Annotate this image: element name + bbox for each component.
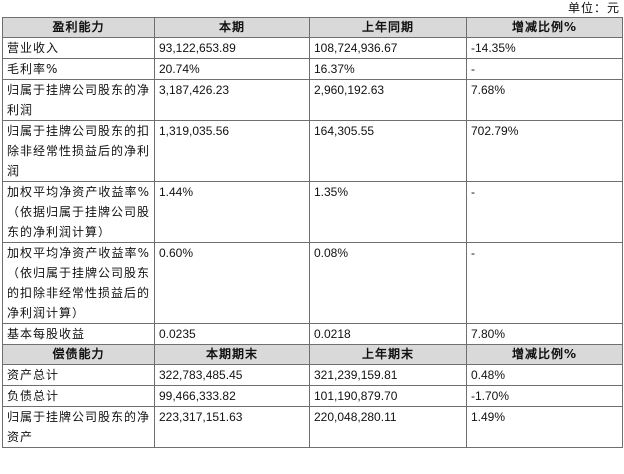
previous-value: 0.0218 [309,323,467,345]
table-row: 营业收入 93,122,653.89 108,724,936.67 -14.35… [2,37,623,59]
profit-header-row: 盈利能力 本期 上年同期 增减比例% [2,17,623,38]
change-value: 7.68% [466,79,623,121]
financial-summary-table: 盈利能力 本期 上年同期 增减比例% 营业收入 93,122,653.89 10… [2,17,623,448]
change-value: - [466,181,623,243]
current-value: 3,187,426.23 [154,79,310,121]
change-value: - [466,242,623,324]
row-label: 基本每股收益 [2,323,155,345]
table-row: 资产总计 322,783,485.45 321,239,159.81 0.48% [2,364,623,386]
row-label: 负债总计 [2,385,155,407]
table-row: 加权平均净资产收益率%（依据归属于挂牌公司股东的净利润计算） 1.44% 1.3… [2,181,623,243]
header-current-period: 本期 [154,17,310,38]
header-profit-ability: 盈利能力 [2,17,155,38]
current-value: 99,466,333.82 [154,385,310,407]
previous-value: 0.08% [309,242,467,324]
current-value: 223,317,151.63 [154,406,310,448]
header-change-ratio: 增减比例% [466,17,623,38]
previous-value: 108,724,936.67 [309,37,467,59]
row-label: 毛利率% [2,58,155,80]
header-previous-year-end: 上年期末 [309,344,467,365]
previous-value: 220,048,280.11 [309,406,467,448]
previous-value: 101,190,879.70 [309,385,467,407]
current-value: 1.44% [154,181,310,243]
previous-value: 321,239,159.81 [309,364,467,386]
row-label: 归属于挂牌公司股东的扣除非经常性损益后的净利润 [2,120,155,182]
change-value: - [466,58,623,80]
header-solvency-ability: 偿债能力 [2,344,155,365]
header-previous-period: 上年同期 [309,17,467,38]
change-value: -14.35% [466,37,623,59]
table-row: 负债总计 99,466,333.82 101,190,879.70 -1.70% [2,385,623,407]
table-row: 归属于挂牌公司股东的净利润 3,187,426.23 2,960,192.63 … [2,79,623,121]
previous-value: 164,305.55 [309,120,467,182]
table-row: 归属于挂牌公司股东的净资产 223,317,151.63 220,048,280… [2,406,623,448]
row-label: 加权平均净资产收益率%（依据归属于挂牌公司股东的净利润计算） [2,181,155,243]
header-current-period-end: 本期期末 [154,344,310,365]
row-label: 营业收入 [2,37,155,59]
current-value: 93,122,653.89 [154,37,310,59]
unit-label: 单位：元 [567,1,620,15]
row-label: 资产总计 [2,364,155,386]
current-value: 1,319,035.56 [154,120,310,182]
previous-value: 2,960,192.63 [309,79,467,121]
row-label: 加权平均净资产收益率%（依归属于挂牌公司股东的扣除非经常性损益后的净利润计算） [2,242,155,324]
change-value: 0.48% [466,364,623,386]
header-change-ratio: 增减比例% [466,344,623,365]
current-value: 0.60% [154,242,310,324]
row-label: 归属于挂牌公司股东的净资产 [2,406,155,448]
change-value: 1.49% [466,406,623,448]
current-value: 20.74% [154,58,310,80]
current-value: 322,783,485.45 [154,364,310,386]
current-value: 0.0235 [154,323,310,345]
change-value: -1.70% [466,385,623,407]
previous-value: 1.35% [309,181,467,243]
change-value: 702.79% [466,120,623,182]
table-row: 毛利率% 20.74% 16.37% - [2,58,623,80]
table-row: 归属于挂牌公司股东的扣除非经常性损益后的净利润 1,319,035.56 164… [2,120,623,182]
row-label: 归属于挂牌公司股东的净利润 [2,79,155,121]
table-row: 基本每股收益 0.0235 0.0218 7.80% [2,323,623,345]
previous-value: 16.37% [309,58,467,80]
change-value: 7.80% [466,323,623,345]
table-row: 加权平均净资产收益率%（依归属于挂牌公司股东的扣除非经常性损益后的净利润计算） … [2,242,623,324]
solvency-header-row: 偿债能力 本期期末 上年期末 增减比例% [2,344,623,365]
